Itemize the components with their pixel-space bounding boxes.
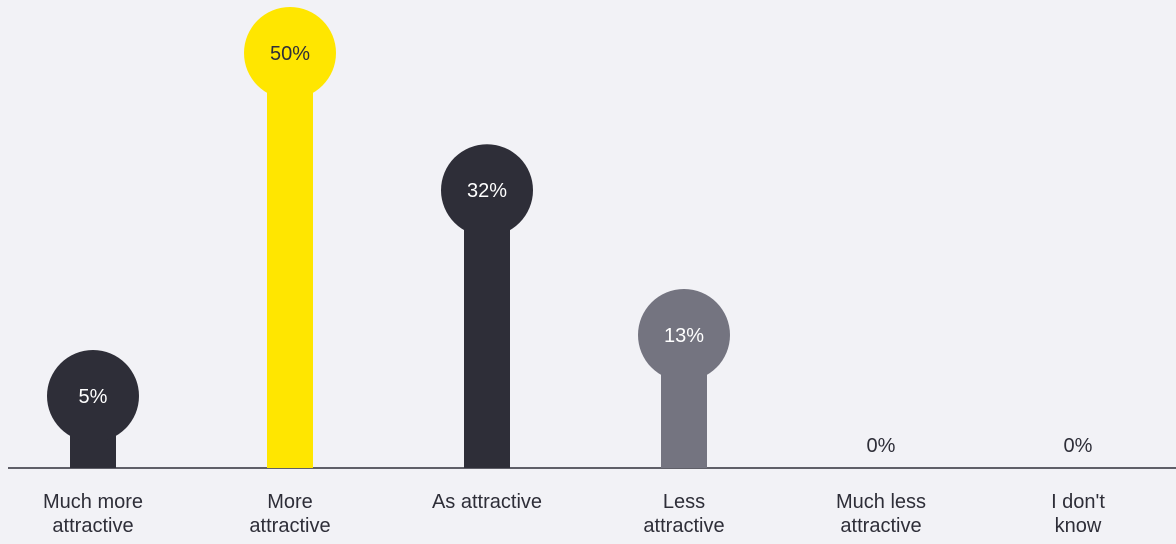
category-label-less-attractive: Less attractive — [643, 491, 724, 537]
category-label-i-don-t-know: I don't know — [1051, 491, 1105, 537]
category-label-line: attractive — [52, 515, 133, 537]
category-label-line: Much less — [836, 491, 926, 513]
value-label-i-don-t-know: 0% — [1064, 435, 1093, 457]
category-label-line: Less — [663, 491, 705, 513]
category-label-line: attractive — [840, 515, 921, 537]
value-label-much-more-attractive: 5% — [79, 386, 108, 408]
value-label-as-attractive: 32% — [467, 180, 507, 202]
category-label-line: attractive — [249, 515, 330, 537]
bar-head-much-more-attractive — [47, 350, 139, 442]
bar-stem-as-attractive — [464, 190, 510, 468]
category-label-line: know — [1055, 515, 1102, 537]
value-label-less-attractive: 13% — [664, 325, 704, 347]
bar-head-more-attractive — [244, 7, 336, 99]
category-label-more-attractive: More attractive — [249, 491, 330, 537]
category-label-line: As attractive — [432, 491, 542, 513]
category-label-line: I don't — [1051, 491, 1105, 513]
category-label-line: More — [267, 491, 313, 513]
category-label-line: attractive — [643, 515, 724, 537]
category-label-line: Much more — [43, 491, 143, 513]
value-label-more-attractive: 50% — [270, 43, 310, 65]
category-label-much-less-attractive: Much less attractive — [836, 491, 926, 537]
bar-stem-more-attractive — [267, 53, 313, 468]
category-label-much-more-attractive: Much more attractive — [43, 491, 143, 537]
bar-head-as-attractive — [441, 144, 533, 237]
value-label-much-less-attractive: 0% — [867, 435, 896, 457]
bar-head-less-attractive — [638, 289, 730, 382]
chart-marks: 5% 50% 32% 13% 0% 0% — [47, 7, 1093, 468]
category-label-as-attractive: As attractive — [432, 491, 542, 513]
